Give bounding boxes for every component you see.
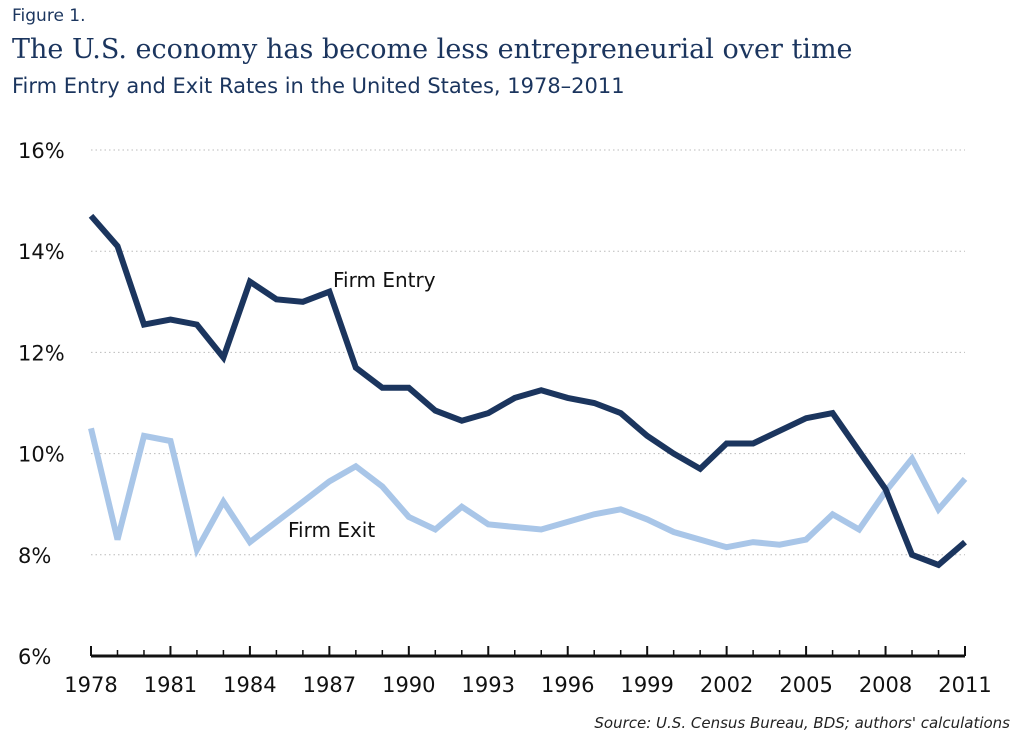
- y-tick-label: 8%: [18, 544, 51, 568]
- x-tick-label: 1996: [541, 673, 594, 697]
- x-tick-label: 2005: [779, 673, 832, 697]
- x-tick-label: 1984: [223, 673, 276, 697]
- axes: 6% 8% 10% 12% 14% 16% 1978 1981 1984 1987 1990 1993…: [18, 139, 992, 697]
- x-tick-label: 1981: [144, 673, 197, 697]
- firm-entry-line: [88, 213, 967, 569]
- chart-title: The U.S. economy has become less entrepr…: [12, 34, 853, 65]
- firm-entry-label: Firm Entry: [333, 268, 436, 292]
- y-tick-label: 10%: [18, 443, 65, 467]
- y-tick-label: 14%: [18, 240, 65, 264]
- series-lines: [88, 213, 968, 569]
- firm-exit-label: Firm Exit: [288, 518, 375, 542]
- x-tick-label: 1990: [382, 673, 435, 697]
- source-note: Source: U.S. Census Bureau, BDS; authors…: [594, 714, 1010, 732]
- firm-exit-line: [88, 427, 968, 558]
- x-tick-label: 2008: [859, 673, 912, 697]
- x-tick-label: 1999: [620, 673, 673, 697]
- x-tick-label: 1993: [462, 673, 515, 697]
- x-tick-label: 1987: [303, 673, 356, 697]
- x-tick-label: 2002: [700, 673, 753, 697]
- y-tick-label: 6%: [18, 645, 51, 669]
- gridlines: [91, 149, 965, 556]
- y-tick-label: 12%: [18, 341, 65, 365]
- x-tick-label: 1978: [64, 673, 117, 697]
- figure-label: Figure 1.: [12, 6, 86, 26]
- y-tick-label: 16%: [18, 139, 65, 163]
- chart-subtitle: Firm Entry and Exit Rates in the United …: [12, 74, 625, 98]
- annotations: Firm Entry Firm Exit: [288, 268, 436, 542]
- x-tick-label: 2011: [938, 673, 991, 697]
